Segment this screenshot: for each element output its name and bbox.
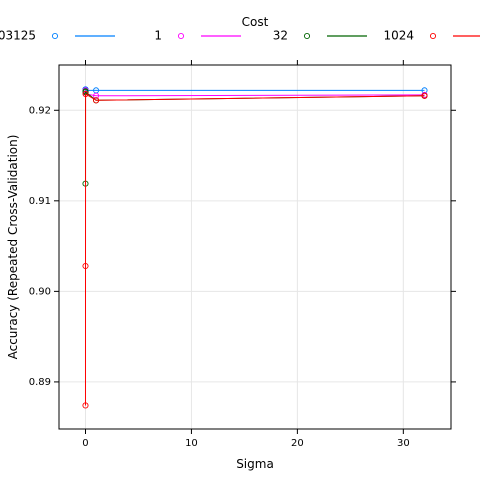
axes: 0 10 20 30 0.89 0.90 0.91 0.92	[29, 60, 456, 449]
legend-marker	[303, 32, 311, 40]
legend-entry-32: 32	[273, 29, 367, 43]
x-tick-label: 30	[397, 438, 410, 449]
legend-marker	[51, 32, 59, 40]
data-point-1	[93, 92, 100, 99]
x-axis-title: Sigma	[236, 457, 274, 471]
legend-marker	[429, 32, 437, 40]
legend-title: Cost	[242, 15, 269, 29]
legend-marker	[177, 32, 185, 40]
legend-entry-0.03125: 0.03125	[0, 29, 115, 43]
legend-label: 1	[154, 29, 162, 43]
y-tick-label: 0.89	[29, 377, 51, 388]
y-tick-label: 0.90	[29, 286, 51, 297]
legend: 0.03125 1 32 1024	[0, 29, 480, 43]
legend-label: 32	[273, 29, 288, 43]
data-point-1024	[82, 262, 89, 270]
grid-lines	[59, 65, 451, 429]
legend-entry-1: 1	[154, 29, 241, 43]
data-point-1024	[93, 97, 100, 104]
data-point-1024	[421, 92, 428, 99]
legend-label: 0.03125	[0, 29, 36, 43]
data-point-1024	[82, 402, 89, 409]
legend-label: 1024	[383, 29, 414, 43]
x-tick-label: 20	[291, 438, 304, 449]
series-layer	[82, 86, 428, 409]
series-line-32	[84, 91, 425, 184]
y-tick-label: 0.91	[29, 196, 51, 207]
x-tick-label: 0	[82, 438, 88, 449]
y-axis-title: Accuracy (Repeated Cross-Validation)	[6, 135, 20, 360]
y-tick-label: 0.92	[29, 105, 51, 116]
legend-entry-1024: 1024	[383, 29, 480, 43]
plot-frame	[58, 64, 452, 430]
data-point-1024	[82, 90, 89, 98]
series-line-0.03125	[85, 88, 425, 91]
series-line-1	[84, 90, 425, 97]
x-tick-label: 10	[185, 438, 198, 449]
series-line-1024	[84, 93, 425, 406]
